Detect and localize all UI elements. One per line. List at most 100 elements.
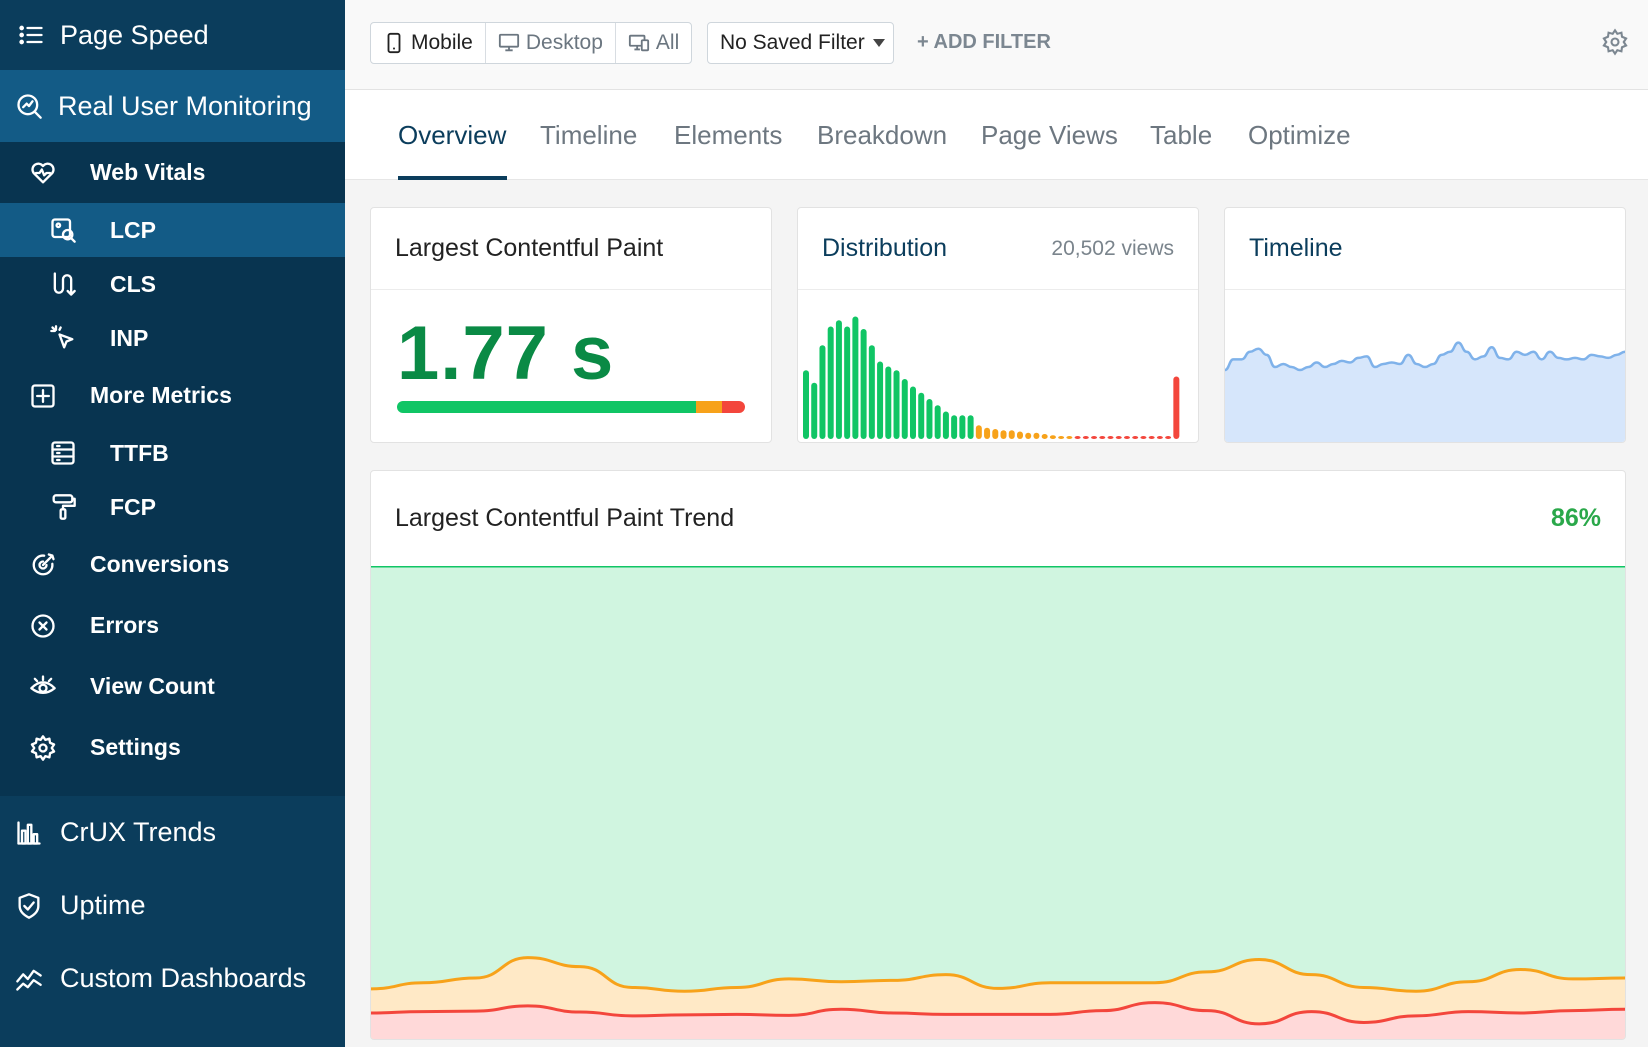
distribution-bar (1000, 430, 1007, 439)
distribution-bar (942, 411, 949, 439)
lcp-card: Largest Contentful Paint 1.77 s (370, 207, 772, 443)
sidebar-item-inp[interactable]: INP (0, 311, 345, 365)
shield-check-icon (14, 891, 44, 921)
distribution-bar (860, 329, 867, 439)
distribution-bar (893, 370, 900, 439)
distribution-bar (827, 326, 834, 439)
sidebar-item-lcp[interactable]: LCP (0, 203, 345, 257)
lcp-card-header: Largest Contentful Paint (371, 208, 771, 290)
sidebar-item-real-user-monitoring[interactable]: Real User Monitoring (0, 70, 345, 142)
timeline-card[interactable]: Timeline (1224, 207, 1626, 443)
layout-shift-icon (48, 269, 78, 299)
distribution-bar (1140, 436, 1147, 439)
distribution-bar (1074, 436, 1081, 439)
heart-pulse-icon (28, 158, 58, 188)
distribution-bar (1173, 376, 1180, 439)
distribution-bar (852, 316, 859, 439)
tab-overview[interactable]: Overview (398, 120, 507, 150)
distribution-bar (811, 382, 818, 439)
sidebar-item-label: Web Vitals (90, 159, 206, 185)
saved-filter-select[interactable]: No Saved Filter (707, 22, 894, 64)
device-desktop-button[interactable]: Desktop (486, 23, 616, 63)
sidebar-item-label: FCP (110, 493, 156, 520)
sidebar-item-fcp[interactable]: FCP (0, 480, 345, 534)
lcp-value: 1.77 s (397, 311, 615, 396)
list-icon (16, 20, 46, 50)
pointer-click-icon (48, 323, 78, 353)
distribution-bar (959, 415, 966, 439)
gear-icon (28, 733, 58, 763)
distribution-bar (1033, 432, 1040, 439)
chevron-down-icon (872, 39, 885, 47)
server-icon (48, 438, 78, 468)
distribution-bar (1107, 436, 1114, 439)
device-all-button[interactable]: All (616, 23, 691, 63)
distribution-bar (1156, 436, 1163, 439)
tab-page-views[interactable]: Page Views (981, 120, 1118, 150)
sidebar-item-settings[interactable]: Settings (0, 717, 345, 778)
device-desktop-label: Desktop (525, 31, 603, 54)
trend-area-good (371, 566, 1625, 1039)
distribution-bar (1066, 436, 1073, 439)
lcp-trend-card-header: Largest Contentful Paint Trend 86% (371, 471, 1625, 566)
plus-square-icon (28, 381, 58, 411)
distribution-bar (1123, 436, 1130, 439)
tab-timeline[interactable]: Timeline (540, 120, 638, 150)
add-filter-button[interactable]: + ADD FILTER (917, 31, 1051, 53)
distribution-bar (885, 366, 892, 439)
device-mobile-label: Mobile (411, 31, 473, 54)
timeline-line (1225, 341, 1625, 372)
tab-breakdown[interactable]: Breakdown (817, 120, 948, 150)
lcp-card-title: Largest Contentful Paint (395, 234, 664, 262)
sidebar-item-ttfb[interactable]: TTFB (0, 426, 345, 480)
trend-line-needs-improvement (371, 956, 1625, 993)
distribution-bar (901, 379, 908, 439)
x-circle-icon (28, 611, 58, 641)
distribution-bar (1082, 436, 1089, 439)
sidebar-item-conversions[interactable]: Conversions (0, 534, 345, 595)
distribution-bar (1016, 431, 1023, 439)
lcp-trend-card: Largest Contentful Paint Trend 86% (370, 470, 1626, 1040)
distribution-bar (1041, 434, 1048, 439)
sidebar-item-label: INP (110, 324, 149, 351)
image-search-icon (48, 215, 78, 245)
sidebar-item-label: More Metrics (90, 382, 232, 408)
distribution-bar (835, 320, 842, 439)
distribution-bar (975, 425, 982, 439)
sidebar-item-view-count[interactable]: View Count (0, 656, 345, 717)
distribution-card[interactable]: Distribution 20,502 views (797, 207, 1199, 443)
sidebar-item-page-speed[interactable]: Page Speed (0, 0, 345, 70)
tab-table[interactable]: Table (1150, 120, 1213, 150)
tab-bar: Overview Timeline Elements Breakdown Pag… (345, 90, 1648, 180)
settings-gear-icon[interactable] (1601, 28, 1629, 56)
distribution-bar (819, 345, 826, 439)
tab-optimize[interactable]: Optimize (1248, 120, 1351, 150)
sidebar-item-web-vitals[interactable]: Web Vitals (0, 142, 345, 203)
distribution-bar (1008, 430, 1015, 439)
sidebar-item-cls[interactable]: CLS (0, 257, 345, 311)
distribution-bar (868, 345, 875, 439)
lcp-rating-bar (397, 401, 745, 413)
saved-filter-value: No Saved Filter (720, 31, 865, 54)
gauge-search-icon (14, 91, 44, 121)
sidebar-item-more-metrics[interactable]: More Metrics (0, 365, 345, 426)
device-segmented-control: Mobile Desktop All (370, 22, 693, 64)
distribution-bar (918, 392, 925, 439)
sidebar-item-custom-dashboards[interactable]: Custom Dashboards (0, 942, 345, 1015)
lcp-trend-title: Largest Contentful Paint Trend (395, 504, 735, 532)
distribution-bar (909, 386, 916, 439)
bar-chart-icon (14, 818, 44, 848)
device-mobile-button[interactable]: Mobile (371, 23, 486, 63)
distribution-card-header: Distribution 20,502 views (798, 208, 1198, 290)
sidebar-item-label: Conversions (90, 551, 230, 577)
timeline-chart (1225, 341, 1625, 442)
toolbar: Mobile Desktop All No Saved Filter + ADD… (345, 0, 1648, 90)
sidebar-item-uptime[interactable]: Uptime (0, 869, 345, 942)
sidebar-item-crux-trends[interactable]: CrUX Trends (0, 796, 345, 869)
tab-elements[interactable]: Elements (674, 120, 783, 150)
sidebar-item-label: Settings (90, 734, 181, 760)
timeline-card-title: Timeline (1249, 234, 1343, 262)
devices-icon (628, 34, 650, 52)
sidebar-item-errors[interactable]: Errors (0, 595, 345, 656)
distribution-bar (1132, 436, 1139, 439)
